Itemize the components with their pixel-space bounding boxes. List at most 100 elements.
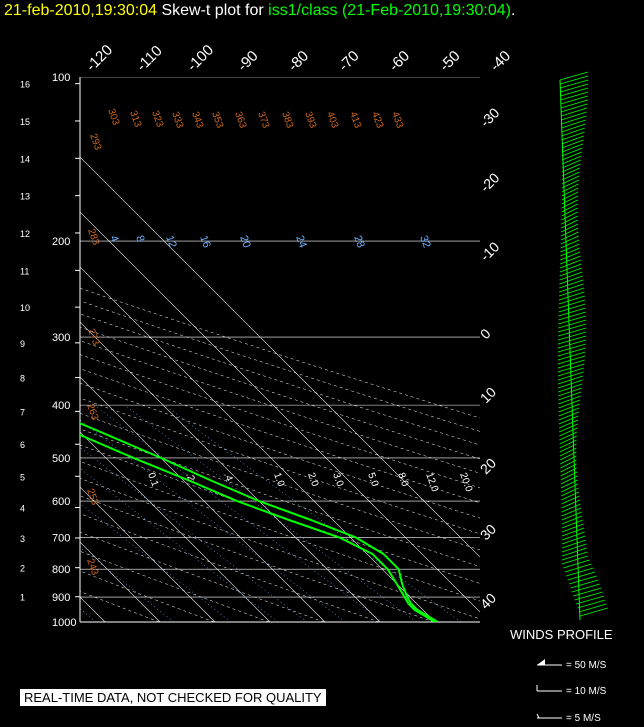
isotherm-right-label: 30 xyxy=(477,521,499,543)
ref-10-label: = 10 M/S xyxy=(566,686,607,697)
wind-barb xyxy=(557,347,586,357)
mixing-ratio-label: 12.0 xyxy=(423,471,440,493)
wind-barb xyxy=(570,579,599,589)
mixing-ratio-label: 8.0 xyxy=(395,471,410,488)
wind-barb xyxy=(558,403,580,413)
height-tick-label: 7 xyxy=(20,407,25,417)
mixing-ratio-line xyxy=(80,502,231,622)
wind-barb xyxy=(560,251,581,261)
wind-barb xyxy=(560,227,579,237)
wind-barb xyxy=(558,395,581,405)
wind-barb xyxy=(575,595,605,605)
wind-barb xyxy=(558,319,587,329)
wind-barb xyxy=(561,507,582,517)
wind-barb xyxy=(561,491,580,501)
wind-barb xyxy=(560,247,580,257)
wind-barb xyxy=(558,303,586,313)
isotherm-top-label: -120 xyxy=(83,42,116,75)
title-period: . xyxy=(510,2,516,19)
wind-barb xyxy=(561,523,584,533)
wind-barb xyxy=(561,139,584,149)
wind-barb xyxy=(561,547,588,557)
wind-barb xyxy=(563,559,590,569)
mixing-ratio-label: 16 xyxy=(197,234,212,250)
wind-barb xyxy=(561,535,586,545)
wind-barb xyxy=(560,243,580,253)
wind-barb xyxy=(559,263,582,273)
height-tick-label: 15 xyxy=(20,117,30,127)
pressure-tick-label: 600 xyxy=(52,496,70,508)
isotherm-top-label: -50 xyxy=(436,47,463,74)
wind-barb xyxy=(561,167,581,177)
isotherm-right-label: -30 xyxy=(477,104,503,130)
dry-adiabat xyxy=(80,313,480,446)
isotherm-right-label: -20 xyxy=(477,169,503,195)
wind-barb xyxy=(558,295,585,305)
wind-barb xyxy=(560,239,580,249)
ref-50-barb xyxy=(537,659,545,665)
dry-adiabat-label: 333 xyxy=(169,110,185,130)
wind-barb xyxy=(560,231,579,241)
wind-barb xyxy=(561,147,583,157)
mixing-ratio-label: 2.0 xyxy=(305,471,320,488)
pressure-tick-label: 300 xyxy=(52,332,70,344)
dry-adiabat-label: 403 xyxy=(324,110,340,130)
dry-adiabat-label: 323 xyxy=(149,109,165,129)
wind-barb xyxy=(558,323,587,333)
mixing-ratio-label: 4 xyxy=(107,234,120,244)
wind-barb xyxy=(558,419,579,429)
isotherm-right-label: 0 xyxy=(477,325,494,342)
mixing-ratio-label: .4 xyxy=(221,471,234,483)
dry-adiabat xyxy=(80,354,480,489)
dry-adiabat-label: 353 xyxy=(209,110,225,130)
dry-adiabat-label: 383 xyxy=(279,110,295,130)
wind-barb xyxy=(560,75,589,85)
isotherm-right-label: 40 xyxy=(477,590,499,612)
dry-adiabat-label: 313 xyxy=(127,109,143,129)
wind-barb xyxy=(560,223,579,233)
wind-barb xyxy=(566,567,594,577)
wind-barb xyxy=(558,391,582,401)
mixing-ratio-label: 5.0 xyxy=(365,471,380,488)
wind-barb xyxy=(557,359,585,369)
wind-barb xyxy=(577,599,606,609)
dry-adiabat xyxy=(80,513,380,622)
wind-barb xyxy=(559,423,578,433)
chart-title: 21-feb-2010,19:30:04 Skew-t plot for iss… xyxy=(4,2,515,20)
dry-adiabat xyxy=(80,478,480,620)
pressure-tick-label: 700 xyxy=(52,533,70,545)
wind-barb xyxy=(561,527,585,537)
title-source: iss1/class (21-Feb-2010,19:30:04) xyxy=(268,2,511,19)
mixing-ratio-label: 20.0 xyxy=(457,471,474,493)
wind-barb xyxy=(561,511,582,521)
dry-adiabat-label: 303 xyxy=(105,107,121,127)
wind-barb xyxy=(561,539,586,549)
dry-adiabat xyxy=(80,382,480,519)
wind-barb xyxy=(560,99,588,109)
wind-barb xyxy=(561,503,581,513)
wind-barb xyxy=(558,375,584,385)
wind-barb xyxy=(561,127,586,137)
wind-barb xyxy=(561,143,584,153)
wind-barb xyxy=(561,519,583,529)
isotherm-line xyxy=(80,156,480,558)
height-tick-label: 1 xyxy=(20,593,25,603)
wind-barb xyxy=(568,575,597,585)
wind-barb xyxy=(561,531,585,541)
dry-adiabat xyxy=(80,340,480,474)
dry-adiabat-label: 343 xyxy=(189,110,205,130)
wind-barb xyxy=(567,571,596,581)
mixing-ratio-line xyxy=(80,446,308,622)
wind-barb xyxy=(561,107,588,117)
height-tick-label: 13 xyxy=(20,192,30,202)
wind-barb xyxy=(561,515,583,525)
wind-reference xyxy=(536,659,562,719)
mixing-ratio-label: 20 xyxy=(237,234,252,250)
wind-barb xyxy=(561,215,578,225)
dry-adiabat xyxy=(80,551,270,622)
height-tick-label: 3 xyxy=(20,534,25,544)
wind-barb xyxy=(560,87,589,97)
mixing-ratio-line xyxy=(80,419,346,622)
wind-barb xyxy=(561,159,581,169)
